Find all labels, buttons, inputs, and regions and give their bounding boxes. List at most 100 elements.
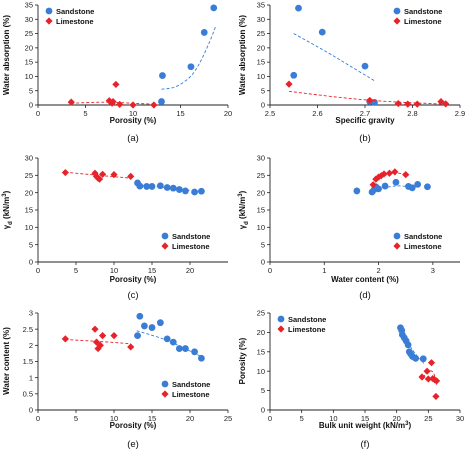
limestone-point: [366, 96, 374, 105]
legend-sandstone-marker: [393, 232, 401, 240]
sandstone-point: [175, 186, 183, 193]
y-tick-label: 25: [257, 29, 265, 38]
sandstone-point: [141, 322, 148, 330]
limestone-point: [91, 169, 99, 177]
panel-label: (e): [127, 439, 139, 450]
x-tick-label: 20: [224, 109, 232, 118]
legend-limestone-marker: [277, 325, 285, 333]
sandstone-point: [353, 187, 361, 195]
x-axis-label: Specific gravity: [335, 116, 395, 125]
x-tick-label: 0: [268, 414, 272, 423]
panel-e: 0 5 10 15 20 25 0 0.5 1 1.5 2 2.5 3 Porosity (%) Water…: [2, 309, 232, 450]
limestone-point: [380, 170, 388, 178]
sandstone-point: [191, 188, 198, 196]
y-tick-label: 0: [29, 258, 33, 267]
x-tick-label: 5: [83, 109, 87, 118]
sandstone-point: [182, 345, 189, 352]
panel-c: 0 5 10 15 20 0 5 10 15 20 25 30 Porosity (%) γd (kN/m…: [2, 154, 228, 301]
x-axis-label: Bulk unit weight (kN/m3): [319, 421, 412, 430]
panel-b: 2.5 2.6 2.7 2.8 2.9 0 5 10 15 20 25 30 35 Specific gr…: [238, 1, 465, 144]
panel-label: (c): [127, 290, 138, 301]
legend-sandstone-label: Sandstone: [172, 380, 210, 389]
panel-a: 0 5 10 15 20 0 5 10 15 20 25 30 35 Porosity (%) Water …: [2, 1, 232, 144]
limestone-point: [391, 168, 399, 176]
limestone-point: [369, 181, 377, 189]
sandstone-point: [169, 338, 177, 346]
legend-limestone-label: Limestone: [288, 325, 326, 334]
x-axis-label: Porosity (%): [110, 116, 157, 125]
y-tick-label: 5: [261, 386, 265, 395]
y-axis-label: Water content (%): [2, 327, 11, 395]
y-tick-label: 30: [25, 154, 33, 163]
sandstone-point: [412, 354, 420, 362]
legend-sandstone-marker: [161, 380, 169, 388]
y-tick-label: 0: [261, 258, 265, 267]
limestone-point: [110, 332, 118, 340]
legend-limestone-label: Limestone: [404, 242, 442, 251]
sandstone-point: [198, 187, 205, 195]
sandstone-point: [148, 183, 156, 190]
limestone-point: [61, 168, 69, 177]
panel-label: (d): [359, 290, 371, 301]
y-axis-label: Water absorption (%): [2, 15, 11, 95]
limestone-point: [94, 344, 102, 353]
x-tick-label: 20: [186, 266, 194, 275]
legend-sandstone-marker: [277, 315, 285, 323]
limestone-point: [61, 335, 69, 343]
legend-sandstone-marker: [161, 232, 169, 240]
sandstone-point: [404, 341, 412, 349]
sandstone-point: [156, 182, 164, 190]
legend-limestone-marker: [45, 17, 53, 25]
sandstone-point: [156, 319, 164, 327]
x-tick-label: 2.5: [265, 109, 275, 118]
x-tick-label: 10: [110, 414, 118, 423]
x-tick-label: 2.6: [312, 109, 322, 118]
y-tick-label: 0.5: [23, 389, 33, 398]
x-tick-label: 2: [376, 266, 380, 275]
x-tick-label: 25: [424, 414, 432, 423]
y-tick-label: 15: [25, 58, 33, 67]
y-tick-label: 0: [261, 101, 265, 110]
x-tick-label: 0: [36, 266, 40, 275]
x-tick-label: 15: [176, 109, 184, 118]
y-axis-label: γd (kN/m3): [238, 190, 250, 229]
legend-limestone-label: Limestone: [56, 17, 94, 26]
limestone-trend-line: [288, 90, 446, 105]
y-tick-label: 10: [257, 72, 265, 81]
x-tick-label: 2.7: [360, 109, 370, 118]
sandstone-point: [136, 312, 144, 320]
y-tick-label: 2: [29, 341, 33, 350]
sandstone-trend-line: [373, 185, 418, 192]
sandstone-point: [408, 184, 416, 192]
y-axis-label: γd (kN/m3): [2, 190, 14, 229]
legend-limestone-label: Limestone: [404, 17, 442, 26]
y-tick-label: 10: [257, 367, 265, 376]
y-tick-label: 20: [25, 43, 33, 52]
y-tick-label: 25: [257, 171, 265, 180]
y-tick-label: 10: [257, 223, 265, 232]
limestone-point: [404, 100, 412, 108]
limestone-point: [394, 99, 402, 108]
y-tick-label: 3: [29, 309, 33, 318]
sandstone-point: [175, 345, 183, 352]
y-tick-label: 5: [261, 240, 265, 249]
x-tick-label: 2.9: [455, 109, 465, 118]
y-tick-label: 35: [25, 1, 33, 10]
limestone-trend-line: [65, 171, 131, 179]
sandstone-point: [163, 184, 171, 191]
sandstone-trend-line: [161, 26, 217, 90]
legend-sandstone-marker: [45, 7, 53, 15]
limestone-point: [127, 343, 135, 351]
limestone-point: [95, 175, 104, 183]
x-tick-label: 0: [268, 266, 272, 275]
sandstone-point: [210, 4, 218, 12]
limestone-point: [413, 100, 421, 108]
limestone-point: [127, 172, 135, 180]
sandstone-point: [295, 4, 302, 12]
y-tick-label: 15: [257, 347, 265, 356]
